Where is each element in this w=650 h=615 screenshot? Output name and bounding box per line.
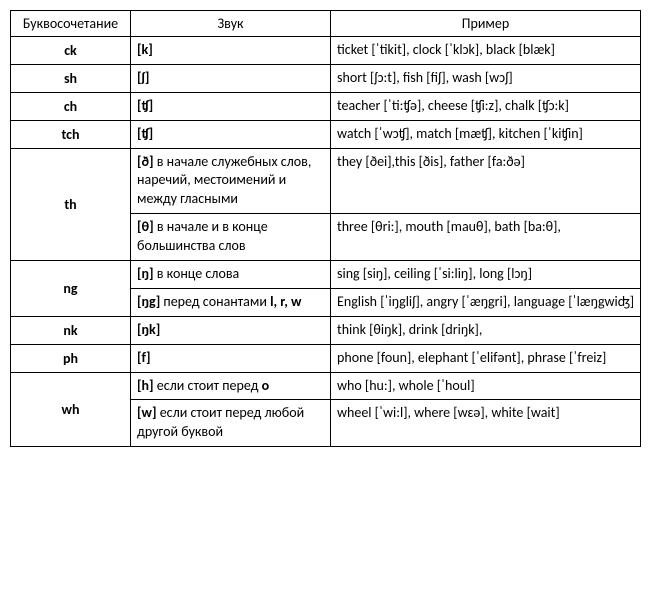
cell-sound: [θ] в начале и в конце большинства слов [131, 214, 331, 261]
cell-sound: [ð] в начале служебных слов, наречий, ме… [131, 148, 331, 214]
cell-sound: [ʧ] [131, 92, 331, 120]
sound-note: перед сонантами [160, 293, 270, 310]
cell-letter: ck [11, 37, 131, 65]
cell-letter: nk [11, 316, 131, 344]
cell-letter: ch [11, 92, 131, 120]
sound-symbol: [ŋk] [137, 321, 160, 338]
table-row: tch [ʧ] watch [ˈwɔʧ], match [mæʧ], kitch… [11, 120, 641, 148]
table-row: sh [ʃ] short [ʃɔ:t], fish [fiʃ], wash [w… [11, 64, 641, 92]
cell-sound: [f] [131, 344, 331, 372]
header-example: Пример [331, 11, 641, 37]
sound-symbol: [w] [137, 404, 157, 421]
cell-example: ticket [ˈtikit], clock [ˈklɔk], black [b… [331, 37, 641, 65]
cell-letter: th [11, 148, 131, 260]
sound-symbol: [ŋg] [137, 293, 160, 310]
table-row: nk [ŋk] think [θiŋk], drink [driŋk], [11, 316, 641, 344]
sound-note: в начале служебных слов, наречий, местои… [137, 153, 311, 208]
sound-symbol: [h] [137, 377, 154, 394]
header-row: Буквосочетание Звук Пример [11, 11, 641, 37]
table-row: ph [f] phone [foun], elephant [ˈelifənt]… [11, 344, 641, 372]
cell-letter: sh [11, 64, 131, 92]
sound-symbol: [ð] [137, 153, 154, 170]
table-row: ck [k] ticket [ˈtikit], clock [ˈklɔk], b… [11, 37, 641, 65]
table-row: ch [ʧ] teacher [ˈti:ʧə], cheese [ʧi:z], … [11, 92, 641, 120]
sound-note: в конце слова [154, 265, 240, 282]
sound-note: в начале и в конце большинства слов [137, 218, 268, 254]
cell-sound: [ŋ] в конце слова [131, 261, 331, 289]
table-row: wh [h] если стоит перед o who [hu:], who… [11, 372, 641, 400]
sound-symbol: [ŋ] [137, 265, 154, 282]
table-row: ng [ŋ] в конце слова sing [siŋ], ceiling… [11, 261, 641, 289]
cell-sound: [ʧ] [131, 120, 331, 148]
cell-example: who [hu:], whole [ˈhoul] [331, 372, 641, 400]
sound-symbol: [f] [137, 349, 151, 366]
cell-example: phone [foun], elephant [ˈelifənt], phras… [331, 344, 641, 372]
phonetics-table: Буквосочетание Звук Пример ck [k] ticket… [10, 10, 641, 447]
sound-symbol: [ʧ] [137, 97, 153, 114]
cell-example: they [ðei],this [ðis], father [fa:ðə] [331, 148, 641, 214]
sound-symbol: [θ] [137, 218, 154, 235]
sound-symbol: [k] [137, 41, 153, 58]
cell-sound: [ʃ] [131, 64, 331, 92]
cell-sound: [w] если стоит перед любой другой буквой [131, 400, 331, 447]
cell-sound: [ŋk] [131, 316, 331, 344]
sound-symbol: [ʧ] [137, 125, 153, 142]
cell-example: think [θiŋk], drink [driŋk], [331, 316, 641, 344]
cell-sound: [h] если стоит перед o [131, 372, 331, 400]
cell-letter: ng [11, 261, 131, 317]
cell-letter: wh [11, 372, 131, 447]
sound-symbol: [ʃ] [137, 69, 149, 86]
cell-example: short [ʃɔ:t], fish [fiʃ], wash [wɔʃ] [331, 64, 641, 92]
cell-example: wheel [ˈwi:l], where [wɛə], white [wait] [331, 400, 641, 447]
cell-example: English [ˈiŋgliʃ], angry [ˈæŋgri], langu… [331, 288, 641, 316]
header-letter: Буквосочетание [11, 11, 131, 37]
sound-note: если стоит перед [154, 377, 262, 394]
cell-example: teacher [ˈti:ʧə], cheese [ʧi:z], chalk [… [331, 92, 641, 120]
sound-note-bold: l, r, w [270, 293, 301, 310]
table-row: th [ð] в начале служебных слов, наречий,… [11, 148, 641, 214]
cell-sound: [ŋg] перед сонантами l, r, w [131, 288, 331, 316]
cell-example: sing [siŋ], ceiling [ˈsi:liŋ], long [lɔŋ… [331, 261, 641, 289]
cell-sound: [k] [131, 37, 331, 65]
cell-example: three [θri:], mouth [mauθ], bath [ba:θ], [331, 214, 641, 261]
cell-letter: tch [11, 120, 131, 148]
cell-letter: ph [11, 344, 131, 372]
sound-note: если стоит перед любой другой буквой [137, 404, 304, 440]
cell-example: watch [ˈwɔʧ], match [mæʧ], kitchen [ˈkiʧ… [331, 120, 641, 148]
sound-note-bold: o [262, 377, 270, 394]
header-sound: Звук [131, 11, 331, 37]
